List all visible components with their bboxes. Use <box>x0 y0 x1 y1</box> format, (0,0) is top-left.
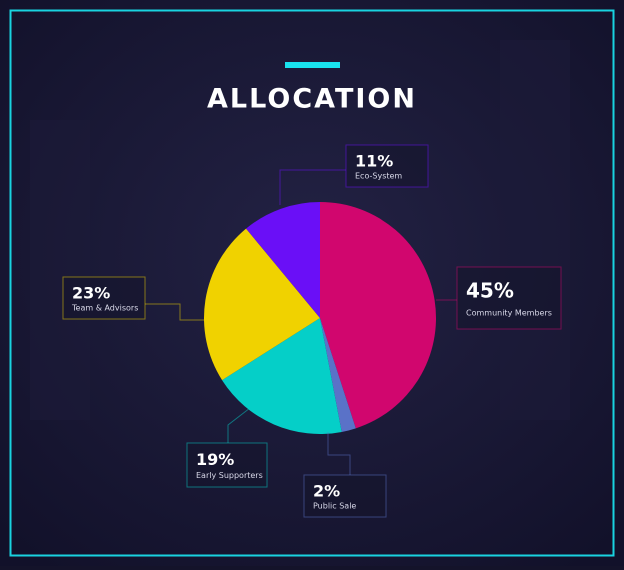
value-label: 45% <box>466 278 514 302</box>
building <box>500 40 570 420</box>
value-label: 19% <box>196 450 234 469</box>
title-bar <box>285 62 340 68</box>
chart-title: ALLOCATION <box>207 84 417 115</box>
category-label: Community Members <box>466 308 552 317</box>
connector <box>327 432 351 475</box>
connector <box>145 303 205 321</box>
pie-slice <box>204 228 320 381</box>
connector <box>279 169 346 205</box>
label-box <box>456 266 562 330</box>
pie-slice <box>320 318 356 432</box>
value-label: 11% <box>355 151 393 170</box>
label-box <box>303 474 387 518</box>
pie-slice <box>246 202 320 318</box>
label-box <box>186 442 268 488</box>
building <box>30 120 90 420</box>
connector <box>227 407 251 443</box>
pie-slice <box>320 202 437 429</box>
category-label: Early Supporters <box>196 471 263 480</box>
value-label: 23% <box>72 283 110 302</box>
category-label: Team & Advisors <box>71 304 138 313</box>
label-box <box>62 276 146 320</box>
value-label: 2% <box>313 481 340 500</box>
pie-slice <box>222 318 342 434</box>
label-box <box>345 144 429 188</box>
frame <box>9 9 615 557</box>
category-label: Eco-System <box>355 172 402 181</box>
category-label: Public Sale <box>313 502 356 511</box>
